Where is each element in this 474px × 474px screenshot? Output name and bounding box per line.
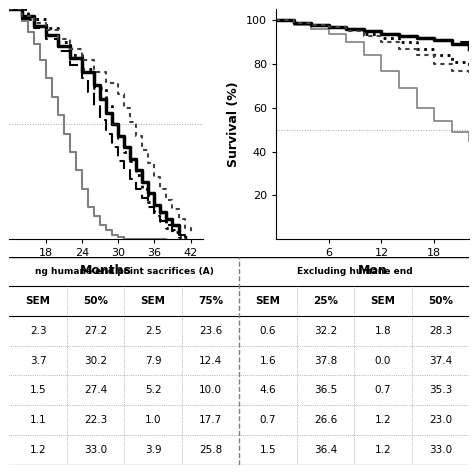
Text: 37.8: 37.8	[314, 356, 337, 365]
Text: 1.1: 1.1	[30, 415, 46, 425]
Text: 23.0: 23.0	[429, 415, 452, 425]
Text: SEM: SEM	[255, 296, 281, 306]
Text: 2.5: 2.5	[145, 326, 162, 336]
Text: 33.0: 33.0	[429, 445, 452, 455]
Text: 0.7: 0.7	[375, 385, 392, 395]
Text: 50%: 50%	[83, 296, 108, 306]
Text: 36.5: 36.5	[314, 385, 337, 395]
Text: 1.2: 1.2	[30, 445, 46, 455]
Text: 22.3: 22.3	[84, 415, 107, 425]
Text: 27.2: 27.2	[84, 326, 107, 336]
Text: SEM: SEM	[26, 296, 51, 306]
Text: 37.4: 37.4	[429, 356, 452, 365]
Text: 36.4: 36.4	[314, 445, 337, 455]
Text: 0.7: 0.7	[260, 415, 276, 425]
Text: 28.3: 28.3	[429, 326, 452, 336]
Text: ng humane end point sacrifices (A): ng humane end point sacrifices (A)	[35, 267, 214, 276]
Text: 7.9: 7.9	[145, 356, 162, 365]
Text: 75%: 75%	[198, 296, 223, 306]
Text: 12.4: 12.4	[199, 356, 222, 365]
X-axis label: Mon: Mon	[358, 264, 388, 277]
Text: 3.7: 3.7	[30, 356, 46, 365]
Text: 1.8: 1.8	[375, 326, 392, 336]
Text: 25%: 25%	[313, 296, 338, 306]
Text: 23.6: 23.6	[199, 326, 222, 336]
Text: 1.2: 1.2	[375, 415, 392, 425]
Text: 33.0: 33.0	[84, 445, 107, 455]
Text: 4.6: 4.6	[260, 385, 276, 395]
Text: 0.0: 0.0	[375, 356, 391, 365]
Text: 5.2: 5.2	[145, 385, 162, 395]
Text: 1.2: 1.2	[375, 445, 392, 455]
Text: 1.5: 1.5	[30, 385, 46, 395]
Text: SEM: SEM	[371, 296, 395, 306]
Y-axis label: Survival (%): Survival (%)	[228, 82, 240, 167]
Text: 32.2: 32.2	[314, 326, 337, 336]
Text: 10.0: 10.0	[199, 385, 222, 395]
Text: 25.8: 25.8	[199, 445, 222, 455]
Text: 17.7: 17.7	[199, 415, 222, 425]
Text: SEM: SEM	[141, 296, 165, 306]
Text: 50%: 50%	[428, 296, 453, 306]
Text: 1.5: 1.5	[260, 445, 276, 455]
Text: Excluding humane end: Excluding humane end	[297, 267, 412, 276]
Text: 2.3: 2.3	[30, 326, 46, 336]
X-axis label: Months: Months	[80, 264, 132, 277]
Text: 30.2: 30.2	[84, 356, 107, 365]
Text: 1.0: 1.0	[145, 415, 162, 425]
Text: 1.6: 1.6	[260, 356, 276, 365]
Text: 35.3: 35.3	[429, 385, 452, 395]
Text: 27.4: 27.4	[84, 385, 107, 395]
Text: 3.9: 3.9	[145, 445, 162, 455]
Text: 0.6: 0.6	[260, 326, 276, 336]
Text: 26.6: 26.6	[314, 415, 337, 425]
